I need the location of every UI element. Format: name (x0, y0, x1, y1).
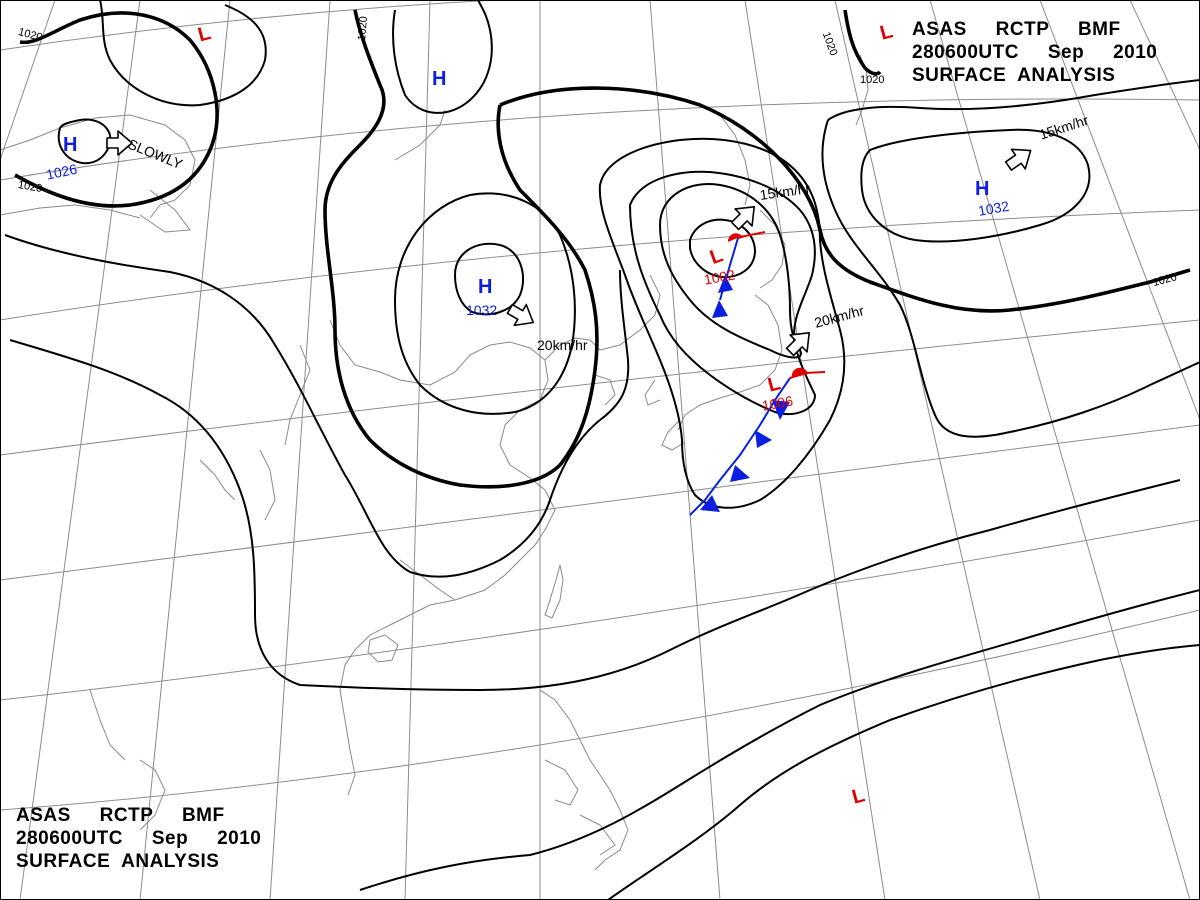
arrow-icon (785, 332, 810, 357)
header-title-block: ASAS RCTP BMF 280600UTC Sep 2010 SURFACE… (912, 18, 1157, 87)
arrow-icon (1004, 148, 1032, 171)
isobar-label: 1020 (860, 74, 884, 86)
isobar-label: 1020 (356, 16, 370, 41)
high-symbol: H (478, 276, 492, 298)
header-line-3: SURFACE ANALYSIS (912, 65, 1116, 86)
cold-front-triangle (730, 465, 750, 482)
high-symbol: H (975, 178, 989, 200)
header-line-2: 280600UTC Sep 2010 (912, 42, 1158, 63)
footer-title-block: ASAS RCTP BMF 280600UTC Sep 2010 SURFACE… (16, 804, 261, 873)
low-symbol: L (878, 20, 895, 44)
footer-line-2: 280600UTC Sep 2010 (16, 828, 262, 849)
cold-front-japan (689, 377, 791, 516)
isobar-label: 1020 (820, 30, 840, 57)
cold-front-triangle (772, 400, 790, 420)
cold-front-triangle (712, 300, 728, 318)
fronts (689, 231, 826, 516)
coastlines (0, 54, 869, 871)
isobar-label: 1020 (17, 179, 43, 195)
high-value: 1032 (466, 302, 497, 318)
low-symbol: L (850, 784, 867, 808)
movement-text: 20km/hr (537, 337, 588, 353)
warm-front-semicircle (791, 367, 808, 378)
cold-front-triangle (718, 275, 733, 293)
pressure-centers: H 1032 H 1026 H 1032 H L 1002 L 1006 L L… (45, 20, 1011, 808)
arrow-icon (730, 206, 755, 231)
high-value: 1026 (45, 161, 79, 183)
footer-line-1: ASAS RCTP BMF (16, 805, 225, 826)
movement-text: 15km/hr (759, 180, 812, 203)
arrow-icon (506, 303, 535, 327)
movement-text: SLOWLY (126, 136, 186, 173)
low-symbol: L (765, 372, 782, 396)
warm-front-semicircle (727, 233, 742, 242)
cold-front-triangle (700, 495, 720, 512)
movement-arrows (106, 130, 1032, 357)
arrow-icon (106, 130, 133, 156)
low-symbol: L (196, 22, 213, 46)
isobars (4, 0, 1200, 900)
low-value: 1006 (761, 392, 795, 413)
high-symbol: H (432, 68, 446, 90)
cold-front-triangle (755, 430, 772, 448)
footer-line-3: SURFACE ANALYSIS (16, 851, 220, 872)
warm-front-okhotsk (737, 231, 766, 239)
header-line-1: ASAS RCTP BMF (912, 19, 1121, 40)
isobar-label: 1020 (1151, 271, 1178, 289)
low-value: 1002 (703, 266, 737, 287)
high-symbol: H (63, 134, 77, 156)
low-symbol: L (707, 244, 726, 269)
high-value: 1032 (977, 198, 1011, 219)
